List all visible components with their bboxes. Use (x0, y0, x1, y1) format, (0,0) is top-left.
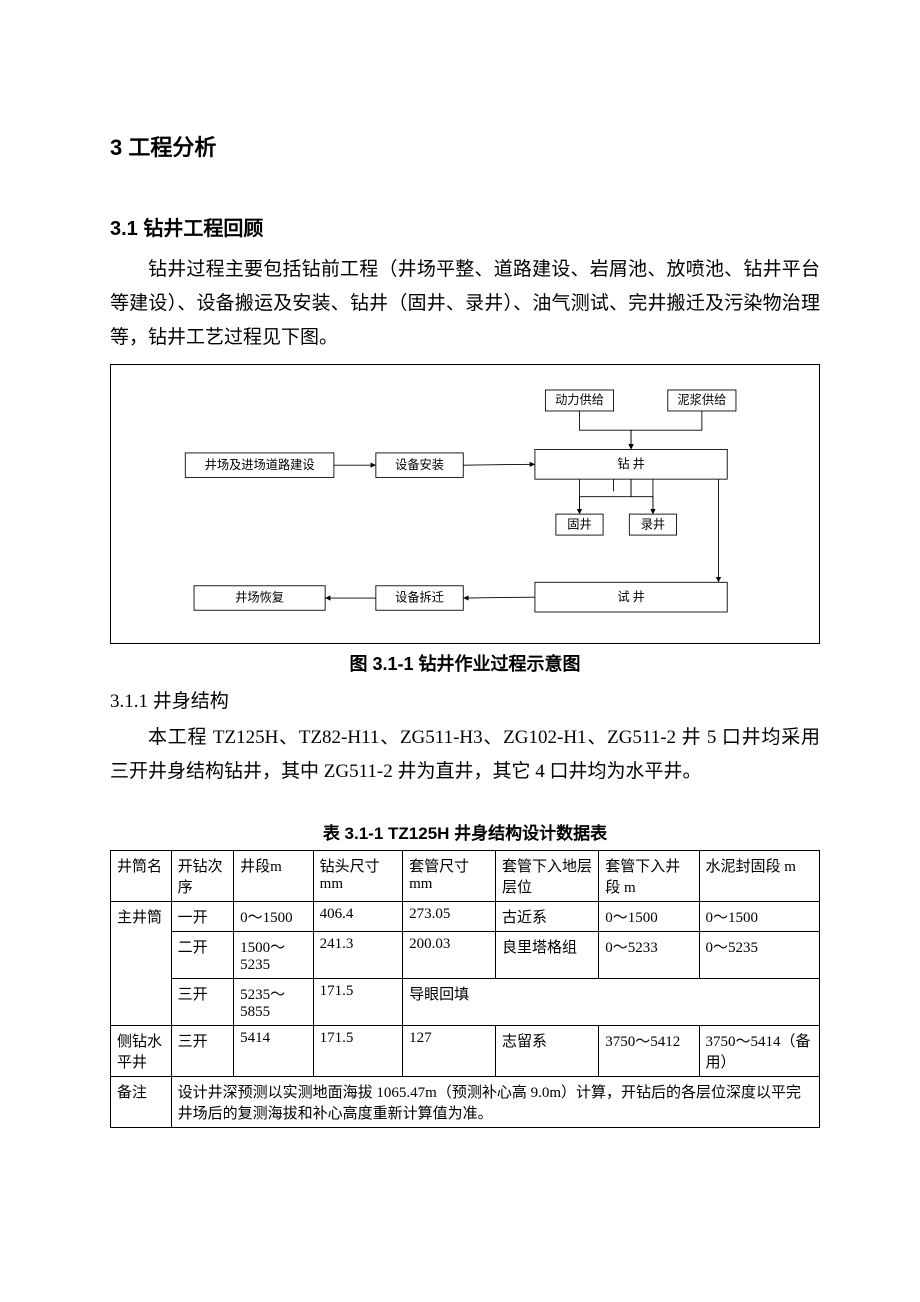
table-header-cell: 套管下入地层层位 (495, 850, 598, 901)
table-cell: 3750～5412 (599, 1025, 699, 1076)
flowchart-svg: 动力供给 泥浆供给井场及进场道路建设 设备安装 钻 井固井 录井井场恢复 设备拆迁 试 井 (127, 383, 803, 619)
flowchart-edge (580, 411, 632, 449)
table-row: 三开5235～5855171.5导眼回填 (111, 978, 820, 1025)
table-cell: 273.05 (403, 901, 496, 931)
table-cell: 127 (403, 1025, 496, 1076)
flowchart-edge (631, 479, 653, 514)
section-heading: 3 工程分析 (110, 130, 820, 162)
table-caption: 表 3.1-1 TZ125H 井身结构设计数据表 (110, 819, 820, 844)
table-note-label: 备注 (111, 1076, 172, 1127)
table-row: 主井筒一开0～1500406.4273.05古近系0～15000～1500 (111, 901, 820, 931)
table-cell: 0～5233 (599, 931, 699, 978)
flowchart-container: 动力供给 泥浆供给井场及进场道路建设 设备安装 钻 井固井 录井井场恢复 设备拆迁 试 井 (110, 364, 820, 644)
flowchart-edge (463, 464, 535, 465)
table-cell: 171.5 (313, 978, 402, 1025)
table-header-cell: 水泥封固段 m (699, 850, 820, 901)
flowchart-node-label: 试 井 (617, 588, 645, 603)
flowchart-edge (631, 411, 702, 449)
table-cell: 0～1500 (699, 901, 820, 931)
table-cell: 二开 (171, 931, 233, 978)
flowchart-node-label: 设备拆迁 (395, 589, 444, 604)
table-cell: 一开 (171, 901, 233, 931)
table-header-cell: 井筒名 (111, 850, 172, 901)
table-header-cell: 井段m (234, 850, 314, 901)
table-cell: 5414 (234, 1025, 314, 1076)
subsection-heading: 3.1 钻井工程回顾 (110, 212, 820, 241)
table-cell: 0～1500 (234, 901, 314, 931)
table-cell: 良里塔格组 (495, 931, 598, 978)
flowchart-node-label: 动力供给 (555, 393, 604, 407)
flowchart-node-label: 井场及进场道路建设 (205, 456, 315, 471)
table-cell: 古近系 (495, 901, 598, 931)
figure-caption: 图 3.1-1 钻井作业过程示意图 (110, 650, 820, 676)
table-cell: 侧钻水平井 (111, 1025, 172, 1076)
table-cell: 志留系 (495, 1025, 598, 1076)
flowchart-node-label: 设备安装 (395, 456, 444, 471)
flowchart-node-label: 泥浆供给 (677, 392, 726, 407)
table-cell: 406.4 (313, 901, 402, 931)
table-header-cell: 开钻次序 (171, 850, 233, 901)
table-cell: 三开 (171, 1025, 233, 1076)
table-cell: 200.03 (403, 931, 496, 978)
flowchart-edge (463, 597, 535, 598)
flowchart-node-label: 钻 井 (617, 456, 645, 471)
flowchart-node-label: 固井 (567, 517, 591, 531)
table-note-row: 备注设计井深预测以实测地面海拔 1065.47m（预测补心高 9.0m）计算，开… (111, 1076, 820, 1127)
table-cell: 三开 (171, 978, 233, 1025)
flowchart-edge (580, 479, 632, 514)
page: 3 工程分析 3.1 钻井工程回顾 钻井过程主要包括钻前工程（井场平整、道路建设… (0, 0, 920, 1302)
table-header-cell: 套管下入井段 m (599, 850, 699, 901)
table-row: 二开1500～5235241.3200.03良里塔格组0～52330～5235 (111, 931, 820, 978)
table-cell: 241.3 (313, 931, 402, 978)
table-cell: 导眼回填 (403, 978, 820, 1025)
table-row: 侧钻水平井三开5414171.5127志留系3750～54123750～5414… (111, 1025, 820, 1076)
table-header-cell: 钻头尺寸 mm (313, 850, 402, 901)
flowchart-node-label: 录井 (641, 517, 665, 531)
table-cell: 0～1500 (599, 901, 699, 931)
table-header-cell: 套管尺寸 mm (403, 850, 496, 901)
paragraph-intro: 钻井过程主要包括钻前工程（井场平整、道路建设、岩屑池、放喷池、钻井平台等建设）、… (110, 253, 820, 356)
table-cell: 5235～5855 (234, 978, 314, 1025)
table-note-cell: 设计井深预测以实测地面海拔 1065.47m（预测补心高 9.0m）计算，开钻后… (171, 1076, 819, 1127)
well-structure-table: 井筒名开钻次序井段m钻头尺寸 mm套管尺寸 mm套管下入地层层位套管下入井段 m… (110, 850, 820, 1128)
subsubsection-heading: 3.1.1 井身结构 (110, 686, 820, 713)
paragraph-structure: 本工程 TZ125H、TZ82-H11、ZG511-H3、ZG102-H1、ZG… (110, 721, 820, 789)
table-cell: 171.5 (313, 1025, 402, 1076)
table-cell: 0～5235 (699, 931, 820, 978)
table-cell: 主井筒 (111, 901, 172, 1025)
flowchart-node-label: 井场恢复 (235, 590, 284, 604)
table-cell: 1500～5235 (234, 931, 314, 978)
table-cell: 3750～5414（备用） (699, 1025, 820, 1076)
